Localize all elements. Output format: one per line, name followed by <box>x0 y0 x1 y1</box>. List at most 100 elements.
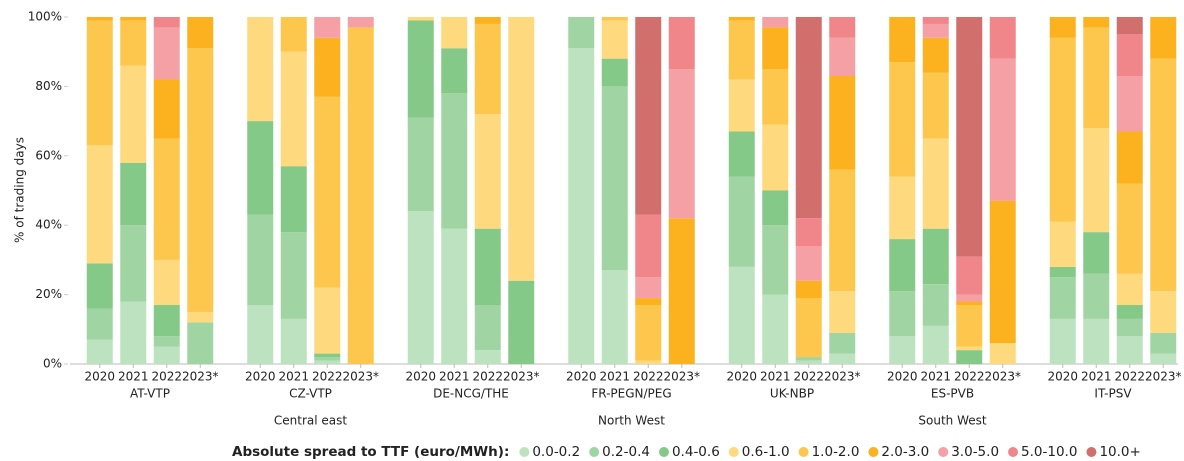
x-tick-label: 2022 <box>954 370 985 384</box>
bar-segment <box>1049 17 1076 38</box>
bar-segment <box>829 37 856 76</box>
x-tick-label: 2022 <box>633 370 664 384</box>
bar-segment <box>153 336 180 347</box>
bar-segment <box>635 298 662 306</box>
legend-item: 0.6-1.0 <box>742 444 790 460</box>
bar-segment <box>1116 273 1143 306</box>
bar-segment <box>86 145 113 264</box>
bar-segment <box>407 17 434 21</box>
bar-segment <box>474 23 501 115</box>
x-tick-label: 2023* <box>984 370 1021 384</box>
x-tick-label: 2020 <box>566 370 597 384</box>
y-tick-label: 100% <box>28 10 62 24</box>
bar-segment <box>1049 277 1076 319</box>
bar-segment <box>1083 17 1110 28</box>
bar-segment <box>1150 58 1177 292</box>
bar-segment <box>889 336 916 364</box>
bar-segment <box>120 301 147 364</box>
bar-segment <box>120 17 147 21</box>
bar-segment <box>153 138 180 260</box>
x-tick-label: 2020 <box>887 370 918 384</box>
bar-segment <box>153 17 180 28</box>
bar-segment <box>1083 273 1110 319</box>
bar-segment <box>668 69 695 219</box>
bar-segment <box>829 17 856 38</box>
bar-segment <box>1049 37 1076 222</box>
x-tick-label: 2021 <box>439 370 470 384</box>
bar-segment <box>247 305 274 364</box>
legend-swatch <box>798 447 809 457</box>
group-label: FR-PEGN/PEG <box>591 387 671 401</box>
x-tick-label: 2023* <box>663 370 700 384</box>
bar-segment <box>922 325 949 364</box>
x-tick-label: 2021 <box>278 370 309 384</box>
bar-segment <box>1150 353 1177 364</box>
x-tick-label: 2020 <box>1047 370 1078 384</box>
bar-segment <box>86 17 113 21</box>
region-label: North West <box>598 414 665 428</box>
legend-item: 2.0-3.0 <box>881 444 929 460</box>
bar-segment <box>314 360 341 364</box>
bar-segment <box>635 214 662 278</box>
x-tick-label: 2021 <box>599 370 630 384</box>
bar-segment <box>247 17 274 122</box>
bar-segment <box>86 339 113 364</box>
bar-segment <box>956 346 983 351</box>
bar-segment <box>314 357 341 361</box>
legend-item: 10.0+ <box>1099 444 1140 460</box>
x-tick-label: 2022 <box>1114 370 1145 384</box>
bar-segment <box>601 20 628 59</box>
bar-segment <box>347 27 374 364</box>
bar-segment <box>1116 336 1143 364</box>
bar-segment <box>601 17 628 21</box>
bar-segment <box>1150 291 1177 333</box>
y-tick-label: 60% <box>35 148 62 162</box>
bar-segment <box>280 51 307 167</box>
bar-segment <box>889 62 916 177</box>
legend-swatch <box>589 447 600 457</box>
legend-swatch <box>728 447 739 457</box>
y-axis-label: % of trading days <box>13 137 27 243</box>
legend-item: 0.2-0.4 <box>602 444 650 460</box>
group-label: AT-VTP <box>130 387 170 401</box>
y-tick-label: 0% <box>43 357 62 371</box>
bar-segment <box>407 117 434 212</box>
bar-segment <box>668 218 695 364</box>
x-tick-label: 2022 <box>472 370 503 384</box>
bar-segment <box>728 17 755 21</box>
bar-segment <box>314 37 341 97</box>
bar-segment <box>829 332 856 354</box>
bar-segment <box>474 350 501 364</box>
bar-segment <box>1116 34 1143 76</box>
bar-segment <box>120 65 147 163</box>
x-tick-label: 2022 <box>151 370 182 384</box>
bar-segment <box>762 69 789 125</box>
bar-segment <box>280 232 307 319</box>
bar-segment <box>922 228 949 285</box>
group-label: UK-NBP <box>770 387 814 401</box>
bar-segment <box>668 17 695 70</box>
bar-segment <box>280 318 307 364</box>
bar-segment <box>989 200 1016 344</box>
bar-segment <box>1083 232 1110 274</box>
bar-segment <box>247 214 274 306</box>
bar-segment <box>1049 221 1076 267</box>
bar-segment <box>86 20 113 146</box>
bar-segment <box>187 48 214 312</box>
bar-segment <box>728 131 755 177</box>
bar-segment <box>762 225 789 295</box>
bar-segment <box>474 228 501 306</box>
x-tick-label: 2020 <box>245 370 276 384</box>
legend-item: 1.0-2.0 <box>812 444 860 460</box>
bar-segment <box>1049 318 1076 364</box>
bar-segment <box>314 96 341 288</box>
y-tick-label: 20% <box>35 287 62 301</box>
bar-segment <box>989 343 1016 364</box>
legend-swatch <box>1008 447 1019 457</box>
bar-segment <box>795 360 822 364</box>
legend-swatch <box>519 447 530 457</box>
legend-item: 3.0-5.0 <box>951 444 999 460</box>
bar-segment <box>153 305 180 337</box>
bar-segment <box>187 17 214 49</box>
bar-segment <box>314 17 341 38</box>
